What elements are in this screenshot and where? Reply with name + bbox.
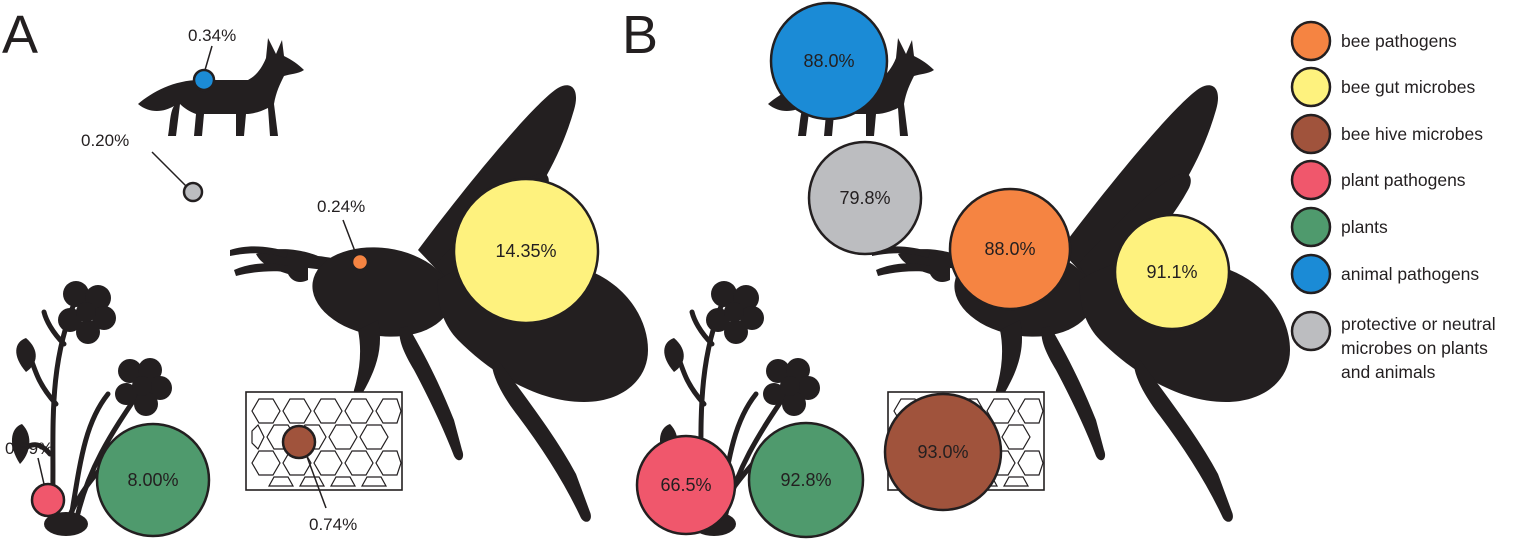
panel-a-letter: A	[2, 5, 38, 65]
bubble-bee-hive-microbes-a	[281, 424, 317, 460]
legend-label-bee-pathogens: bee pathogens	[1341, 31, 1457, 51]
panel-a: A 0.34% 0.20% 0.24% 14.35% 8.00% 0.69% 0…	[2, 5, 648, 536]
legend-swatch-bee-hive-microbes	[1290, 113, 1332, 155]
bubble-bee-hive-microbes-b	[883, 392, 1003, 512]
legend-label-bee-hive-microbes: bee hive microbes	[1341, 124, 1483, 144]
bubble-bee-gut-microbes-a	[452, 177, 600, 325]
legend-item-plants: plants	[1290, 206, 1388, 248]
bubble-bee-pathogens-b	[948, 187, 1072, 311]
legend-swatch-bee-gut-microbes	[1290, 66, 1332, 108]
legend-swatch-plants	[1290, 206, 1332, 248]
bubble-animal-pathogens-a	[192, 68, 216, 92]
label-protective-neutral-a: 0.20%	[81, 131, 129, 150]
label-bee-gut-microbes-b: 91.1%	[1146, 262, 1197, 282]
label-bee-pathogens-a: 0.24%	[317, 197, 365, 216]
panel-b-letter: B	[622, 5, 658, 65]
label-plants-b: 92.8%	[780, 470, 831, 490]
legend-swatch-plant-pathogens	[1290, 159, 1332, 201]
bubble-animal-pathogens-b	[769, 1, 889, 121]
label-plants-a: 8.00%	[127, 470, 178, 490]
legend-label-bee-gut-microbes: bee gut microbes	[1341, 77, 1475, 97]
legend-label-plant-pathogens: plant pathogens	[1341, 170, 1466, 190]
label-animal-pathogens-b: 88.0%	[803, 51, 854, 71]
legend-label-protective-neutral-line3: and animals	[1341, 362, 1436, 382]
label-plant-pathogens-b: 66.5%	[660, 475, 711, 495]
legend: bee pathogens bee gut microbes bee hive …	[1290, 20, 1496, 382]
panel-b: B 88.0% 79.8% 88.0% 91.1% 93.0% 66.5% 92…	[622, 1, 1290, 539]
label-bee-hive-microbes-a: 0.74%	[309, 515, 357, 534]
legend-item-animal-pathogens: animal pathogens	[1290, 253, 1479, 295]
label-animal-pathogens-a: 0.34%	[188, 26, 236, 45]
legend-label-protective-neutral-line1: protective or neutral	[1341, 314, 1496, 334]
legend-swatch-bee-pathogens	[1290, 20, 1332, 62]
legend-item-bee-pathogens: bee pathogens	[1290, 20, 1457, 62]
legend-label-plants: plants	[1341, 217, 1388, 237]
bubble-plant-pathogens-a	[30, 482, 66, 518]
honeycomb-a	[245, 391, 403, 491]
legend-label-protective-neutral-line2: microbes on plants	[1341, 338, 1488, 358]
bubble-plant-pathogens-b	[635, 434, 737, 536]
label-protective-neutral-b: 79.8%	[839, 188, 890, 208]
legend-swatch-animal-pathogens	[1290, 253, 1332, 295]
legend-item-protective-neutral: protective or neutral microbes on plants…	[1290, 310, 1496, 382]
bubble-plants-a	[95, 422, 211, 538]
legend-label-animal-pathogens: animal pathogens	[1341, 264, 1479, 284]
bubble-protective-neutral-a	[182, 181, 204, 203]
legend-swatch-protective-neutral	[1290, 310, 1332, 352]
label-bee-pathogens-b: 88.0%	[984, 239, 1035, 259]
legend-item-bee-gut-microbes: bee gut microbes	[1290, 66, 1475, 108]
bubble-plants-b	[747, 421, 865, 539]
label-bee-hive-microbes-b: 93.0%	[917, 442, 968, 462]
label-bee-gut-microbes-a: 14.35%	[495, 241, 556, 261]
bubble-bee-pathogens-a	[350, 252, 370, 272]
legend-item-plant-pathogens: plant pathogens	[1290, 159, 1466, 201]
legend-item-bee-hive-microbes: bee hive microbes	[1290, 113, 1483, 155]
bubble-protective-neutral-b	[807, 140, 923, 256]
label-plant-pathogens-a: 0.69%	[5, 439, 53, 458]
fox-silhouette-a	[138, 38, 304, 136]
bubble-bee-gut-microbes-b	[1113, 213, 1231, 331]
